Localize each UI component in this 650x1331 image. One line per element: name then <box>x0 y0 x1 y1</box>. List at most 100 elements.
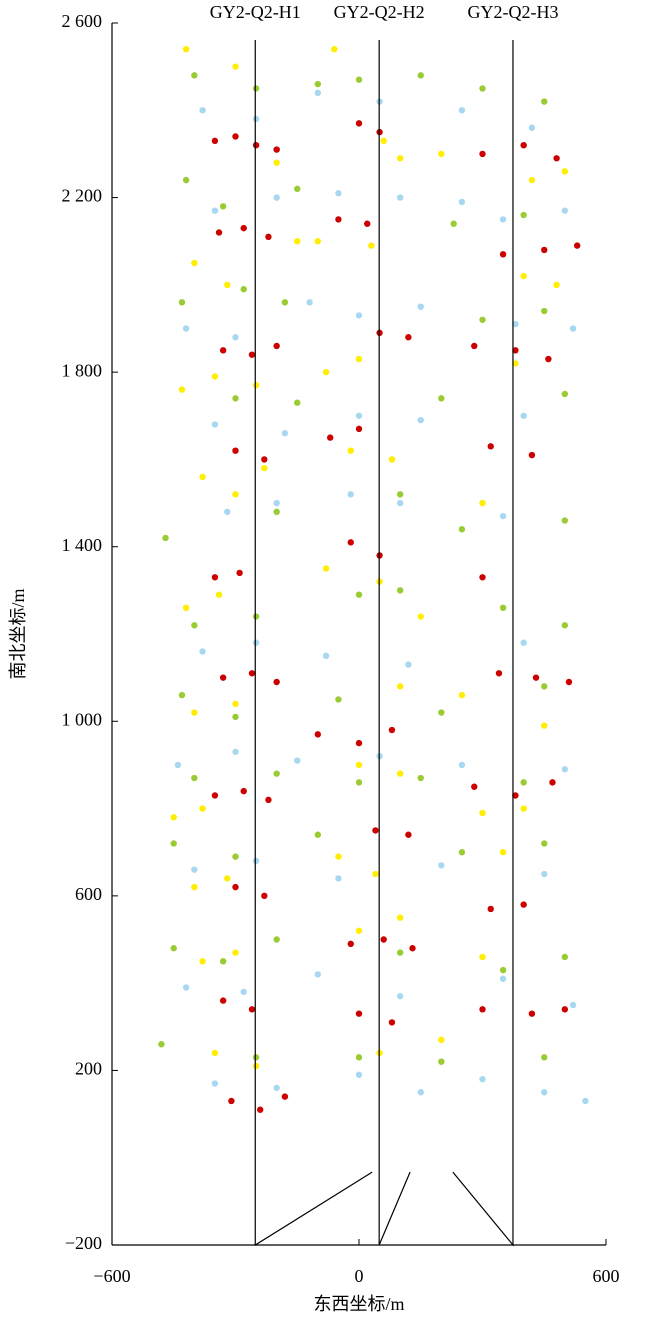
scatter-point <box>355 591 363 598</box>
scatter-point <box>219 674 227 681</box>
scatter-point <box>224 281 231 289</box>
scatter-point <box>261 456 268 463</box>
scatter-point <box>499 975 507 982</box>
scatter-point <box>182 604 190 612</box>
scatter-point <box>417 774 424 782</box>
scatter-point <box>479 809 486 817</box>
scatter-point <box>347 491 354 498</box>
scatter-point <box>314 731 322 738</box>
scatter-point <box>487 443 494 450</box>
scatter-point <box>199 648 206 655</box>
scatter-point <box>252 613 260 620</box>
scatter-point <box>232 63 239 70</box>
scatter-point <box>240 787 247 795</box>
scatter-point <box>252 1054 260 1061</box>
scatter-point <box>528 124 536 131</box>
scatter-point <box>573 242 581 249</box>
scatter-point <box>199 805 206 812</box>
scatter-point <box>335 190 342 197</box>
scatter-point <box>512 347 519 354</box>
scatter-point <box>479 499 486 507</box>
scatter-point <box>215 229 223 236</box>
scatter-point <box>273 508 280 515</box>
scatter-point <box>541 870 548 878</box>
y-tick-label: 2 600 <box>62 11 103 31</box>
scatter-point <box>232 447 239 454</box>
scatter-point <box>569 325 577 332</box>
scatter-point <box>273 936 280 943</box>
scatter-point <box>211 373 219 380</box>
scatter-point <box>396 194 404 201</box>
scatter-point <box>252 1062 260 1070</box>
scatter-point <box>458 107 466 114</box>
scatter-point <box>355 425 363 433</box>
scatter-point <box>219 347 227 354</box>
scatter-point <box>314 971 322 978</box>
scatter-point <box>479 150 486 158</box>
scatter-point <box>372 827 379 834</box>
scatter-point <box>512 320 519 328</box>
scatter-point <box>265 796 272 804</box>
scatter-point <box>396 491 404 498</box>
scatter-point <box>388 726 396 734</box>
scatter-point <box>458 526 466 533</box>
scatter-point <box>294 238 301 245</box>
scatter-point <box>240 224 247 232</box>
scatter-point <box>417 613 424 620</box>
scatter-point <box>405 831 412 838</box>
scatter-point <box>355 1054 363 1061</box>
scatter-point <box>294 399 301 406</box>
scatter-point <box>355 779 363 786</box>
scatter-point <box>520 142 527 149</box>
scatter-point <box>396 914 404 921</box>
scatter-point <box>252 142 260 149</box>
scatter-point <box>273 342 280 350</box>
scatter-point <box>520 412 527 419</box>
scatter-point <box>191 883 198 891</box>
scatter-point <box>396 155 404 162</box>
scatter-point <box>158 1041 165 1048</box>
y-tick-label: 2 200 <box>62 186 103 206</box>
scatter-point <box>252 85 260 92</box>
scatter-point <box>405 334 412 341</box>
scatter-point <box>368 242 375 249</box>
scatter-point <box>331 45 338 53</box>
scatter-point <box>396 949 404 956</box>
scatter-point <box>273 770 280 777</box>
scatter-point <box>372 870 379 878</box>
scatter-point <box>512 792 519 799</box>
scatter-point <box>335 696 342 703</box>
scatter-point <box>380 137 387 145</box>
scatter-point <box>438 1058 445 1065</box>
scatter-point <box>257 1106 264 1113</box>
scatter-point <box>541 98 548 105</box>
scatter-point <box>232 883 239 891</box>
y-tick-label: 1 400 <box>62 535 103 555</box>
scatter-point <box>458 198 466 206</box>
scatter-point <box>355 120 363 127</box>
scatter-point <box>520 272 527 280</box>
scatter-point <box>561 168 569 175</box>
scatter-point <box>335 216 342 223</box>
scatter-point <box>520 211 527 219</box>
well-trajectory <box>452 40 514 1247</box>
scatter-point <box>174 761 182 769</box>
scatter-point <box>417 303 424 310</box>
scatter-point <box>211 207 219 214</box>
scatter-point <box>364 220 371 227</box>
scatter-point <box>335 853 342 860</box>
scatter-point <box>545 355 552 363</box>
scatter-point <box>294 757 301 764</box>
scatter-point <box>261 892 268 900</box>
scatter-point <box>355 927 363 934</box>
scatter-point <box>252 115 260 123</box>
scatter-point <box>252 639 260 646</box>
x-tick-label: 0 <box>355 1266 364 1286</box>
scatter-point <box>499 512 507 520</box>
scatter-point <box>170 840 177 847</box>
scatter-point <box>438 395 445 402</box>
scatter-point <box>199 473 206 481</box>
scatter-point <box>314 80 322 88</box>
scatter-point <box>191 622 198 629</box>
